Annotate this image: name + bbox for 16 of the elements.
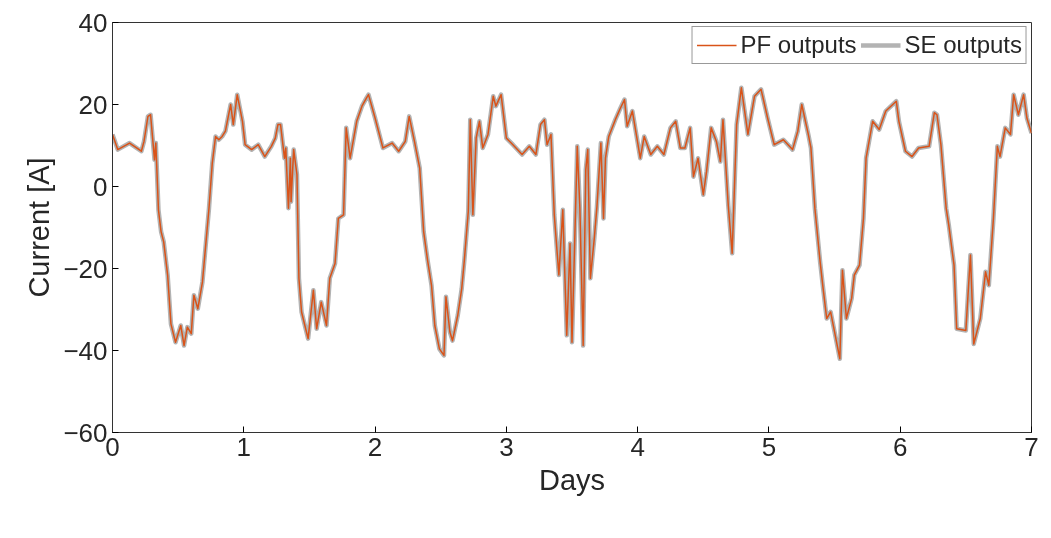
x-tick-label: 2 — [367, 431, 383, 462]
y-tick-label: −20 — [63, 253, 108, 284]
legend-label: SE outputs — [904, 31, 1022, 59]
x-tick-label: 6 — [892, 431, 908, 462]
x-tick-label: 7 — [1024, 431, 1039, 462]
legend-label: PF outputs — [740, 31, 857, 59]
y-tick-label: 40 — [78, 7, 108, 38]
x-tick-label: 3 — [499, 431, 514, 462]
x-tick-label: 5 — [761, 431, 777, 462]
y-axis-title: Current [A] — [23, 157, 56, 298]
y-tick-label: 20 — [78, 89, 108, 120]
x-axis-title: Days — [538, 463, 606, 496]
x-tick-label: 1 — [236, 431, 252, 462]
y-tick-label: 0 — [93, 171, 108, 202]
y-tick-label: −40 — [63, 335, 108, 366]
x-tick-label: 4 — [630, 431, 645, 462]
